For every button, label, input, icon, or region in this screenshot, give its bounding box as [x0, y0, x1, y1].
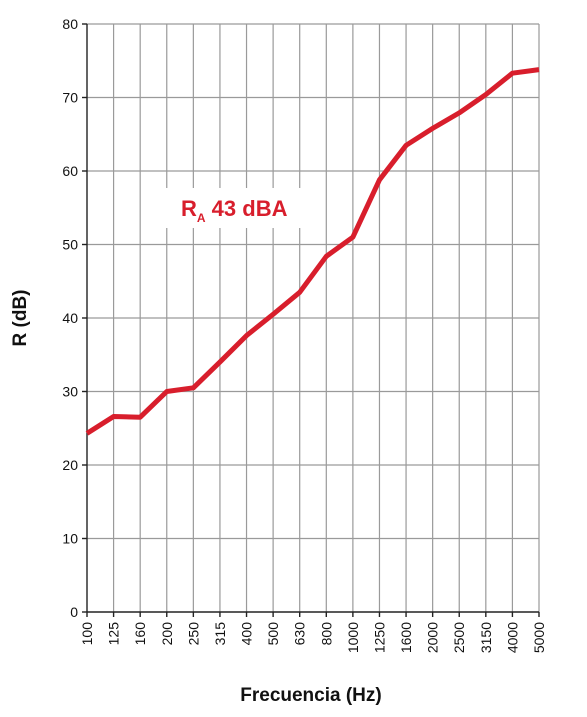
x-tick-label: 2500 — [451, 622, 467, 653]
x-tick-label: 125 — [106, 622, 122, 646]
x-tick-label: 200 — [159, 622, 175, 646]
axes — [82, 23, 540, 617]
y-tick-label: 30 — [62, 384, 78, 400]
y-axis-title: R (dB) — [10, 290, 31, 347]
y-tick-label: 10 — [62, 531, 78, 547]
x-tick-label: 160 — [132, 622, 148, 646]
x-tick-label: 250 — [185, 622, 201, 646]
y-tick-label: 40 — [62, 310, 78, 326]
x-tick-label: 630 — [292, 622, 308, 646]
x-tick-label: 400 — [239, 622, 255, 646]
x-tick-labels: 100 125 160 200 250 315 400 500 630 800 1000 1250 16… — [79, 622, 547, 653]
x-tick-label: 2000 — [425, 622, 441, 653]
y-tick-labels: 0 10 20 30 40 50 60 70 80 — [62, 16, 78, 620]
annotation-text: RA 43 dBA — [181, 196, 288, 225]
x-tick-label: 315 — [212, 622, 228, 646]
annotation-subscript: A — [197, 211, 206, 225]
x-tick-label: 3150 — [478, 622, 494, 653]
x-tick-label: 100 — [79, 622, 95, 646]
y-tick-label: 20 — [62, 457, 78, 473]
x-tick-label: 1000 — [345, 622, 361, 653]
x-axis-title: Frecuencia (Hz) — [240, 685, 381, 706]
annotation: RA 43 dBA — [165, 188, 305, 228]
x-tick-label: 1250 — [371, 622, 387, 653]
annotation-main: R — [181, 196, 197, 221]
x-tick-label: 4000 — [504, 622, 520, 653]
series — [85, 67, 540, 436]
y-tick-label: 0 — [70, 604, 78, 620]
annotation-background — [165, 188, 305, 228]
y-tick-label: 50 — [62, 237, 78, 253]
x-tick-label: 500 — [265, 622, 281, 646]
y-tick-label: 60 — [62, 163, 78, 179]
x-tick-label: 1600 — [398, 622, 414, 653]
series-line — [85, 67, 540, 436]
y-tick-label: 80 — [62, 16, 78, 32]
annotation-rest: 43 dBA — [206, 196, 288, 221]
grid — [87, 23, 540, 612]
y-tick-label: 70 — [62, 90, 78, 106]
x-tick-label: 800 — [318, 622, 334, 646]
x-tick-label: 5000 — [531, 622, 547, 653]
